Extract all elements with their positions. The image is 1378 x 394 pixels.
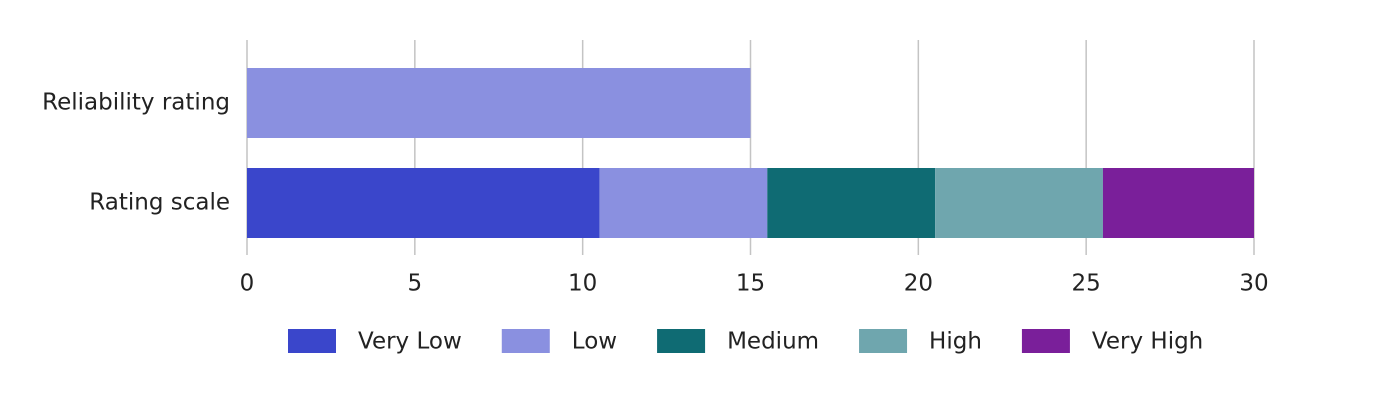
legend-label: Very Low	[358, 329, 462, 355]
legend-label: Very High	[1092, 329, 1203, 355]
legend-label: Low	[572, 329, 617, 355]
legend-label: High	[929, 329, 982, 355]
legend-swatch	[657, 329, 706, 353]
bar-segment	[1102, 168, 1254, 238]
legend-swatch	[288, 329, 336, 353]
legend-swatch	[859, 329, 908, 353]
x-tick-label: 25	[1072, 271, 1101, 297]
legend-swatch	[1021, 329, 1070, 353]
bar-segment	[247, 168, 600, 238]
x-tick-label: 10	[568, 271, 597, 297]
bar-segment	[247, 68, 751, 138]
y-tick-label: Reliability rating	[42, 90, 230, 116]
legend-label: Medium	[727, 329, 819, 355]
x-tick-label: 20	[904, 271, 933, 297]
x-tick-label: 5	[408, 271, 423, 297]
bar-segment	[767, 168, 936, 238]
legend-swatch	[501, 329, 550, 353]
bar-segment	[599, 168, 768, 238]
bar-segment	[935, 168, 1103, 238]
x-tick-label: 0	[240, 271, 255, 297]
y-tick-label: Rating scale	[89, 190, 230, 216]
x-tick-label: 15	[736, 271, 765, 297]
x-tick-label: 30	[1239, 271, 1268, 297]
